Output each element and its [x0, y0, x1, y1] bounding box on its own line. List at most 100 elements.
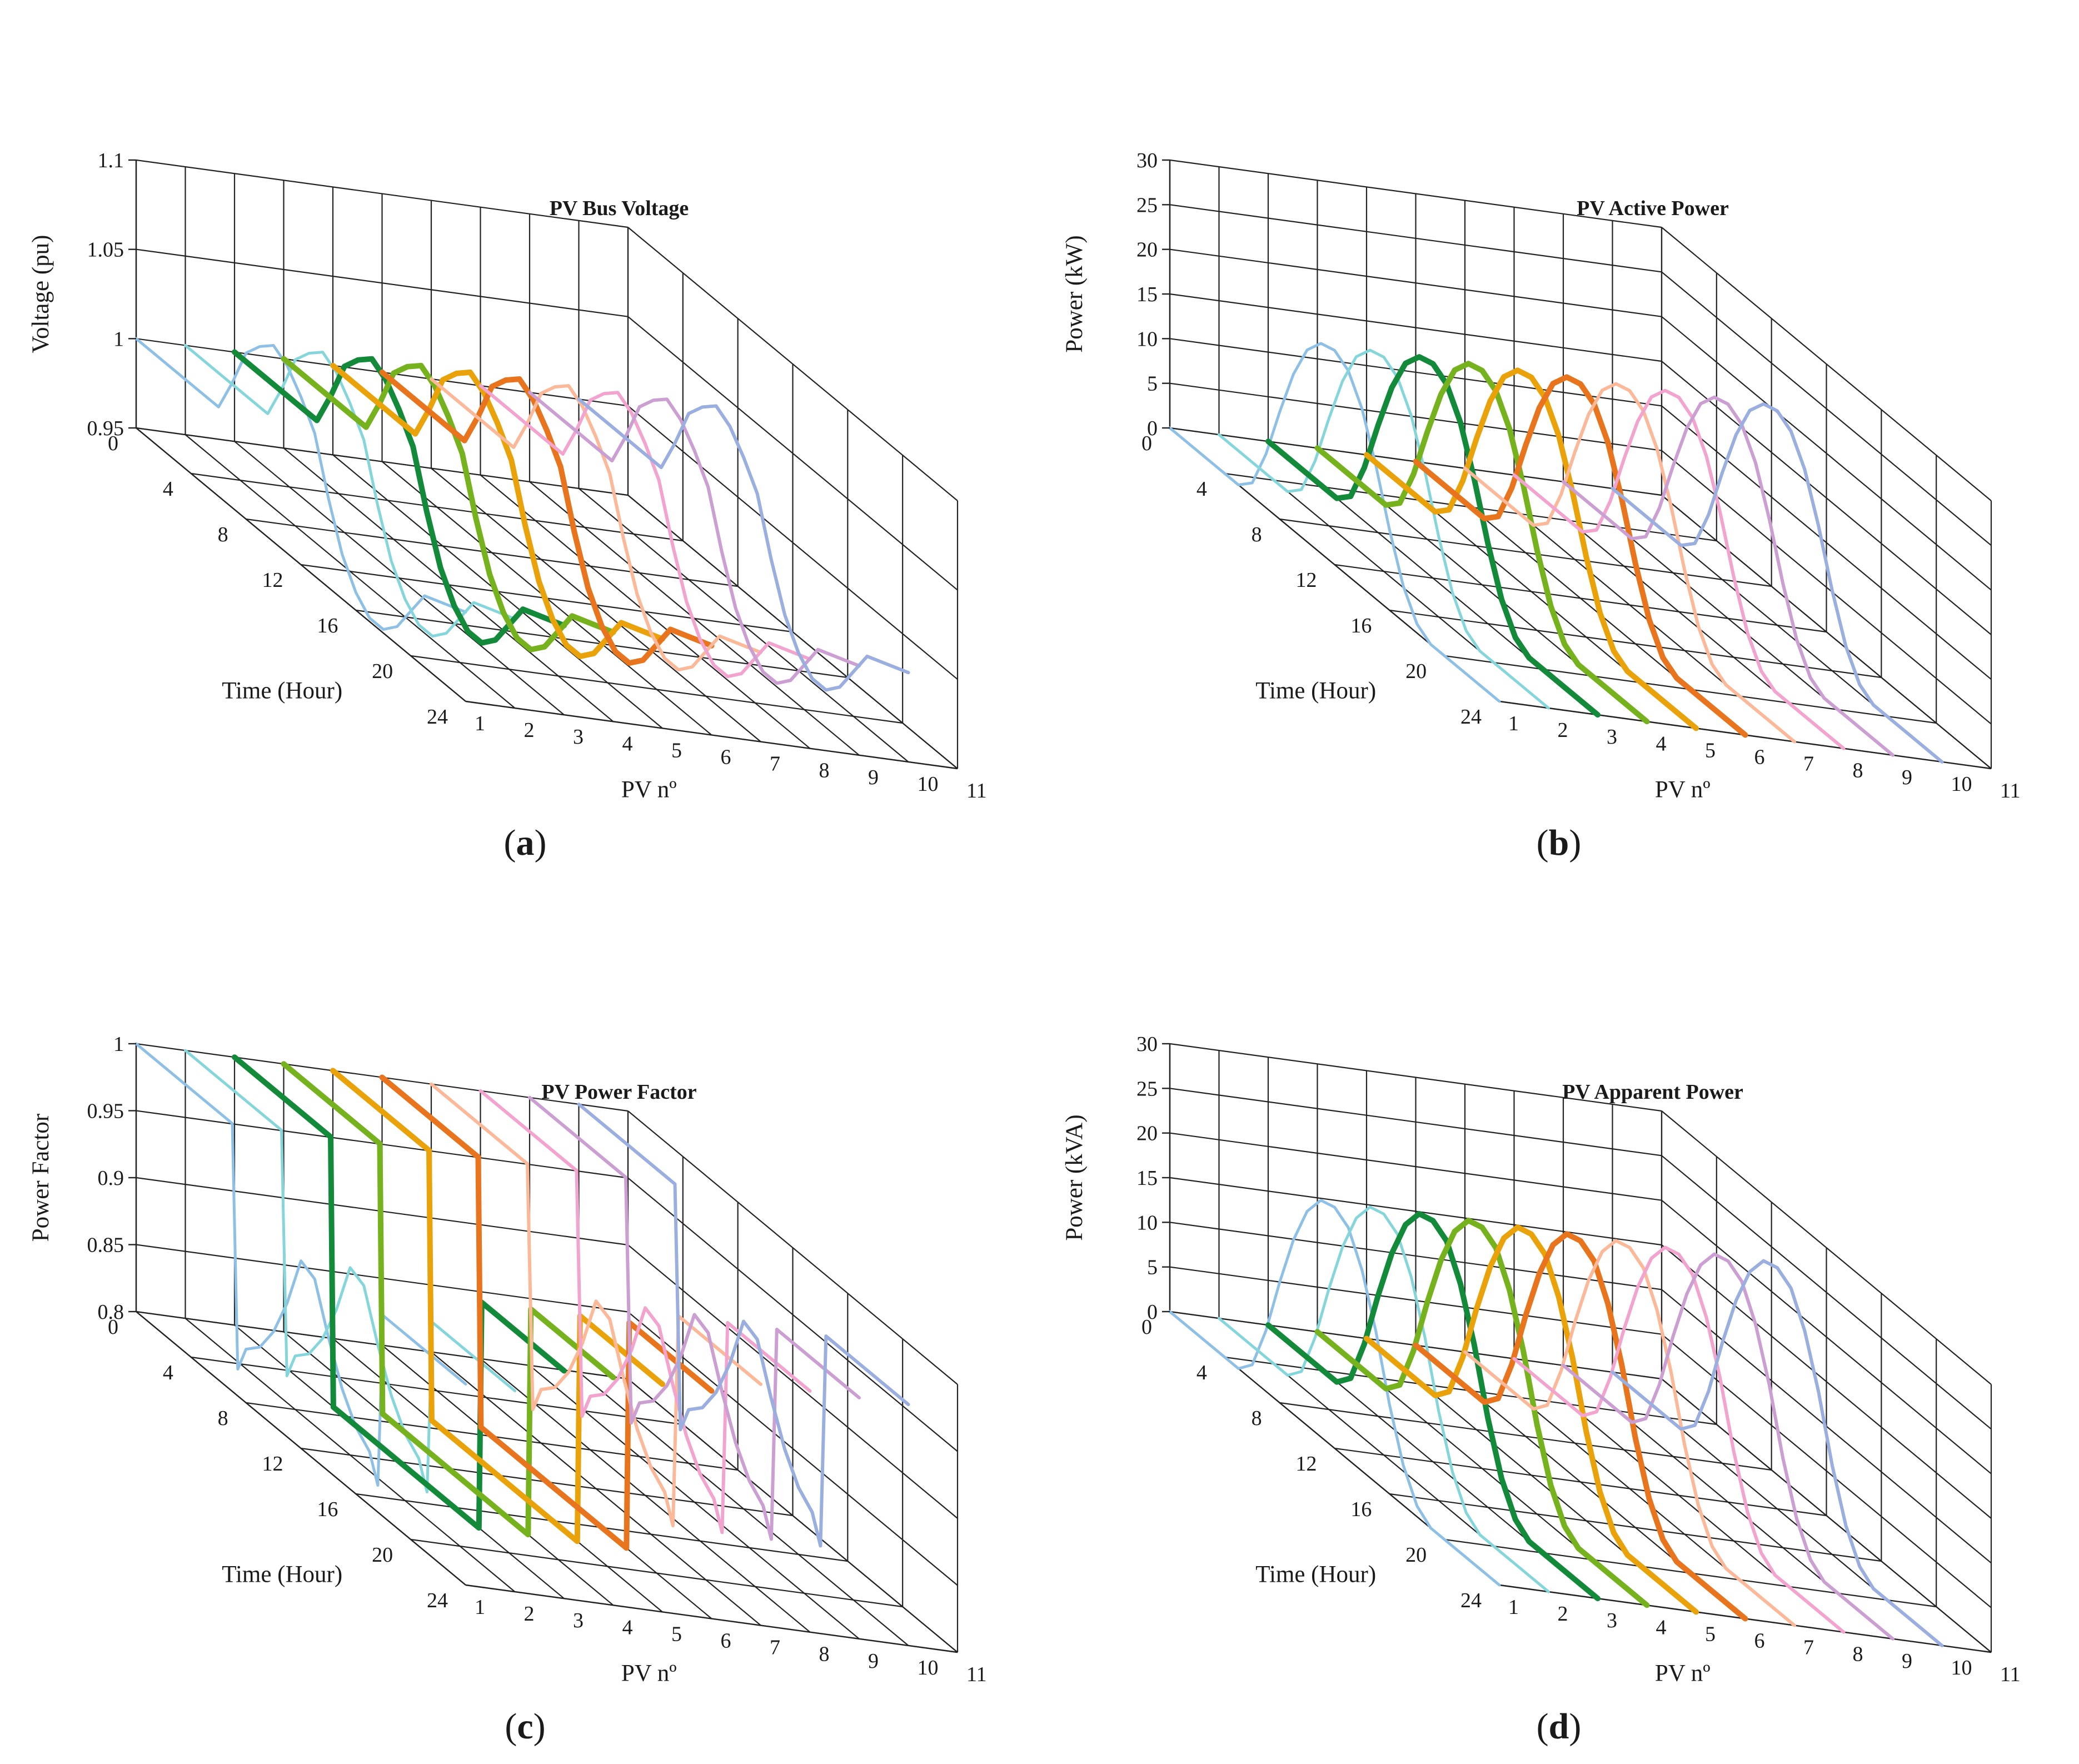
z-tick-label: 25	[1136, 1077, 1158, 1100]
series-line-pv6	[1413, 1231, 1748, 1622]
x-axis-line	[136, 427, 466, 702]
y-tick-label: 8	[1853, 1643, 1863, 1666]
y-tick-label: 6	[1754, 1630, 1765, 1653]
gridline	[1169, 1177, 1662, 1246]
gridline	[1169, 1043, 1662, 1112]
x-tick-label: 16	[317, 1498, 338, 1521]
y-tick-label: 2	[1558, 1602, 1568, 1626]
panel-label: (a)	[504, 823, 547, 863]
series-line-pv1	[134, 1042, 467, 1487]
x-axis-label: Time (Hour)	[222, 677, 342, 704]
y-tick-label: 6	[721, 746, 731, 769]
gridline	[1661, 316, 1992, 591]
z-tick-label: 10	[1136, 1211, 1158, 1234]
gridline	[1169, 159, 1662, 228]
gridline	[627, 405, 958, 680]
gridline	[1661, 271, 1992, 546]
z-tick-label: 0	[1147, 417, 1158, 440]
series-line-pv10	[1611, 1259, 1944, 1647]
x-tick-label: 8	[1252, 1407, 1262, 1430]
series-line-pv1	[1168, 1199, 1501, 1587]
x-tick-label: 12	[262, 569, 283, 592]
chart-title: PV Apparent Power	[1562, 1080, 1743, 1104]
gridline	[627, 1311, 958, 1586]
z-tick-label: 0	[1147, 1300, 1158, 1324]
z-tick-label: 15	[1136, 1167, 1158, 1190]
panel-label-close: )	[1569, 1706, 1581, 1747]
x-tick-label: 8	[218, 523, 228, 546]
chart-title: PV Active Power	[1577, 197, 1729, 220]
z-tick-label: 10	[1136, 327, 1158, 351]
gridline	[1169, 1222, 1662, 1290]
series-line-pv2	[184, 1049, 516, 1494]
x-tick-label: 20	[1405, 1543, 1427, 1567]
gridline	[1169, 293, 1662, 362]
x-tick-label: 24	[1460, 1589, 1482, 1612]
x-tick-label: 12	[1296, 1452, 1317, 1476]
y-tick-label: 1	[1508, 1596, 1519, 1619]
z-tick-label: 25	[1136, 193, 1158, 217]
x-tick-label: 12	[262, 1452, 283, 1476]
panel-label: (b)	[1537, 823, 1582, 863]
x-tick-label: 16	[317, 614, 338, 637]
y-tick-label: 4	[622, 1616, 633, 1639]
y-tick-label: 3	[573, 1609, 584, 1632]
y-tick-label: 5	[671, 739, 682, 762]
series-line-pv4	[1314, 1218, 1650, 1608]
x-tick-label: 16	[1350, 614, 1372, 637]
series-line-pv3	[232, 1054, 567, 1531]
gridline	[1661, 1155, 1992, 1430]
gridline	[1661, 227, 1992, 501]
series-line-pv4	[281, 1061, 616, 1538]
z-axis-label: Power (kW)	[1061, 235, 1088, 352]
x-tick-label: 20	[372, 660, 393, 683]
series-line-pv3	[1265, 1210, 1601, 1602]
y-tick-label: 9	[868, 766, 879, 789]
series-line-pv9	[528, 391, 861, 685]
gridline	[627, 495, 958, 769]
gridline	[1169, 1132, 1662, 1201]
y-tick-label: 11	[966, 1663, 987, 1686]
y-tick-label: 9	[868, 1650, 879, 1673]
z-tick-label: 0.95	[87, 1100, 124, 1123]
gridline	[1661, 1378, 1992, 1653]
series-line-pv10	[577, 1102, 910, 1548]
series-line-pv8	[1512, 1245, 1846, 1634]
z-tick-label: 1.1	[98, 149, 124, 172]
panel-label-letter: b	[1549, 823, 1569, 863]
y-tick-label: 4	[1656, 732, 1667, 755]
y-tick-label: 8	[819, 759, 830, 783]
panel-label-letter: c	[517, 1706, 533, 1747]
y-tick-label: 2	[1558, 719, 1568, 742]
y-tick-label: 1	[475, 1596, 485, 1619]
gridline	[480, 474, 811, 749]
gridline	[627, 1110, 958, 1385]
x-tick-label: 0	[108, 1315, 118, 1339]
y-tick-label: 6	[721, 1630, 731, 1653]
series-line-pv8	[1512, 388, 1846, 750]
z-tick-label: 0.85	[87, 1234, 124, 1257]
gridline	[1661, 1244, 1992, 1519]
panel-label-close: )	[535, 823, 547, 863]
gridline	[1661, 361, 1992, 635]
x-tick-label: 4	[163, 477, 173, 501]
series-line-pv10	[1611, 402, 1944, 764]
y-tick-label: 4	[1656, 1616, 1667, 1639]
x-tick-label: 24	[1460, 705, 1482, 729]
gridline	[234, 441, 565, 716]
y-tick-label: 7	[770, 753, 780, 776]
series-line-pv9	[528, 1095, 861, 1541]
panel-label-open: (	[1537, 823, 1549, 863]
gridline	[627, 227, 958, 501]
z-tick-label: 0.8	[98, 1300, 124, 1324]
y-axis-label: PV nº	[1655, 1660, 1711, 1686]
series-line-pv6	[379, 1074, 715, 1551]
y-tick-label: 11	[966, 779, 987, 803]
x-tick-label: 20	[1405, 660, 1427, 683]
y-tick-label: 8	[1853, 759, 1863, 783]
chart-title: PV Bus Voltage	[550, 197, 689, 220]
y-tick-label: 4	[622, 732, 633, 755]
x-tick-label: 24	[427, 705, 448, 729]
